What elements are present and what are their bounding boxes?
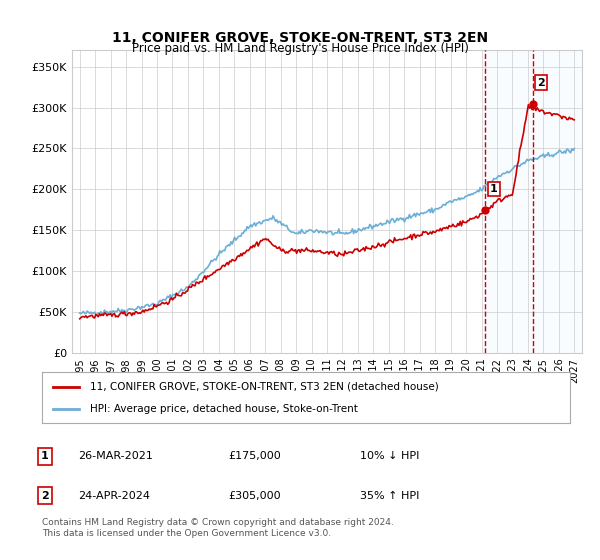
Bar xyxy=(483,50,582,353)
Text: 10% ↓ HPI: 10% ↓ HPI xyxy=(360,451,419,461)
Text: Price paid vs. HM Land Registry's House Price Index (HPI): Price paid vs. HM Land Registry's House … xyxy=(131,42,469,55)
Text: 26-MAR-2021: 26-MAR-2021 xyxy=(78,451,153,461)
Text: HPI: Average price, detached house, Stoke-on-Trent: HPI: Average price, detached house, Stok… xyxy=(89,404,358,414)
Text: 11, CONIFER GROVE, STOKE-ON-TRENT, ST3 2EN (detached house): 11, CONIFER GROVE, STOKE-ON-TRENT, ST3 2… xyxy=(89,381,438,391)
Text: £305,000: £305,000 xyxy=(228,491,281,501)
Text: 2: 2 xyxy=(41,491,49,501)
Text: 11, CONIFER GROVE, STOKE-ON-TRENT, ST3 2EN: 11, CONIFER GROVE, STOKE-ON-TRENT, ST3 2… xyxy=(112,31,488,45)
Text: Contains HM Land Registry data © Crown copyright and database right 2024.
This d: Contains HM Land Registry data © Crown c… xyxy=(42,518,394,538)
Text: 2: 2 xyxy=(538,77,545,87)
Text: 24-APR-2024: 24-APR-2024 xyxy=(78,491,150,501)
Text: £175,000: £175,000 xyxy=(228,451,281,461)
Text: 1: 1 xyxy=(41,451,49,461)
Text: 35% ↑ HPI: 35% ↑ HPI xyxy=(360,491,419,501)
Text: 1: 1 xyxy=(490,184,497,194)
